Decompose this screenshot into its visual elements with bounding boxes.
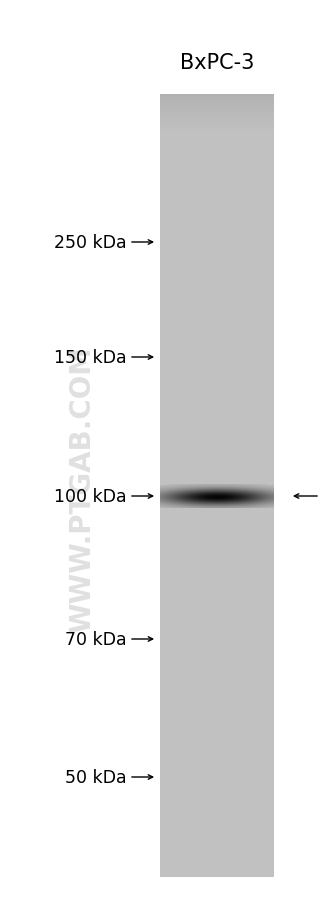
Text: BxPC-3: BxPC-3 bbox=[180, 53, 254, 73]
Text: 100 kDa: 100 kDa bbox=[54, 487, 127, 505]
Text: 150 kDa: 150 kDa bbox=[54, 348, 127, 366]
Text: WWW.PTGAB.COM: WWW.PTGAB.COM bbox=[68, 346, 96, 632]
Text: 70 kDa: 70 kDa bbox=[65, 630, 127, 649]
Text: 50 kDa: 50 kDa bbox=[65, 769, 127, 787]
Text: 250 kDa: 250 kDa bbox=[54, 234, 127, 252]
